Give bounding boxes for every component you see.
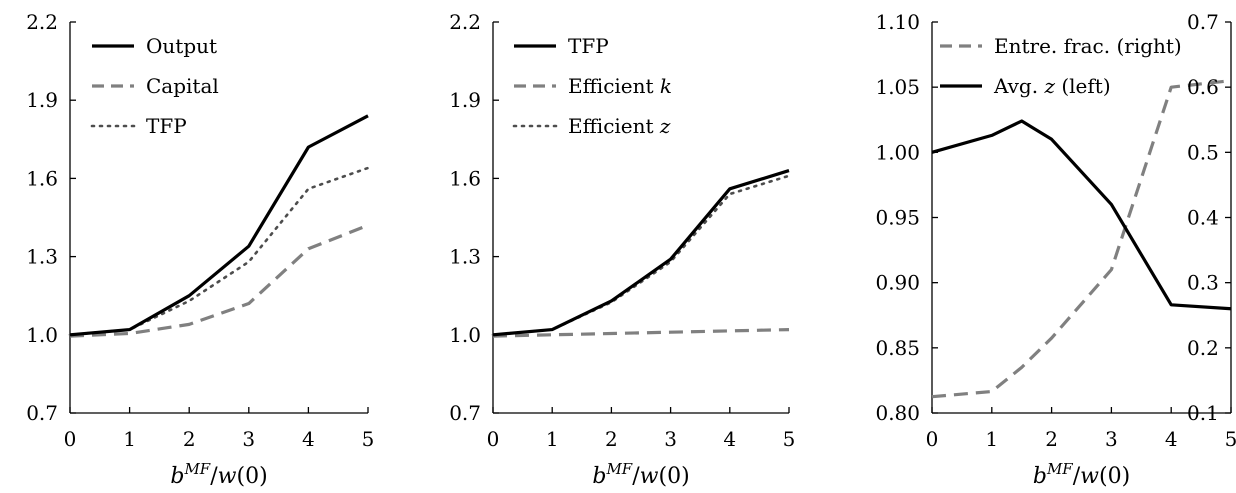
x-tick-label: 0	[926, 427, 939, 451]
legend-label: Efficient k	[568, 74, 672, 98]
x-tick-label: 4	[302, 427, 315, 451]
x-tick-label: 2	[605, 427, 618, 451]
legend-label: Efficient z	[568, 114, 671, 138]
left-y-tick-label: 0.7	[449, 401, 481, 425]
series-line-tfp	[68, 166, 370, 337]
legend-label: Avg. z (left)	[993, 74, 1111, 98]
series-line-avg-z-left	[931, 119, 1232, 311]
right-y-tick-label: 0.7	[1187, 10, 1219, 34]
left-y-tick-label: 1.9	[26, 88, 58, 112]
left-y-tick-label: 0.90	[875, 271, 920, 295]
left-y-tick-label: 1.3	[449, 245, 481, 269]
x-axis-label: bMF/w(0)	[170, 460, 267, 489]
series-line-entre-frac-right	[931, 79, 1232, 399]
left-y-tick-label: 1.05	[875, 75, 920, 99]
x-tick-label: 0	[64, 427, 77, 451]
legend-label: Entre. frac. (right)	[994, 34, 1182, 58]
x-tick-label: 5	[783, 427, 796, 451]
left-y-tick-label: 1.9	[449, 88, 481, 112]
x-tick-label: 1	[985, 427, 998, 451]
left-y-tick-label: 1.0	[26, 323, 58, 347]
x-tick-label: 4	[723, 427, 736, 451]
series-line-output	[69, 114, 369, 337]
right-y-tick-label: 0.4	[1187, 206, 1219, 230]
series-line-capital	[69, 223, 369, 338]
x-tick-label: 2	[1045, 427, 1058, 451]
x-tick-label: 3	[242, 427, 255, 451]
left-y-tick-label: 0.95	[875, 206, 920, 230]
right-y-tick-label: 0.1	[1187, 401, 1219, 425]
x-axis-label: bMF/w(0)	[1033, 460, 1130, 489]
chart-panel-3: 0.80 0.85 0.90 0.95 1.00 1.05 1.10 0 1 2 3 4 5 bMF/w(…	[875, 10, 1236, 489]
series-line-efficient-z	[491, 174, 791, 337]
legend-label: Output	[146, 34, 217, 58]
x-tick-label: 1	[123, 427, 136, 451]
x-tick-label: 5	[1225, 427, 1236, 451]
right-y-tick-label: 0.2	[1187, 336, 1219, 360]
left-y-tick-label: 0.80	[875, 401, 920, 425]
left-y-tick-label: 0.7	[26, 401, 58, 425]
series-line-tfp	[492, 169, 790, 337]
chart-panel-1: 0.7 1.0 1.3 1.6 1.9 2.2 0 1 2 3 4 5 bMF/w(0) Output Ca…	[26, 10, 374, 489]
right-y-tick-label: 0.5	[1187, 140, 1219, 164]
x-tick-label: 2	[183, 427, 196, 451]
right-y-tick-label: 0.3	[1187, 271, 1219, 295]
x-tick-label: 3	[664, 427, 677, 451]
x-tick-label: 3	[1105, 427, 1118, 451]
left-y-tick-label: 1.3	[26, 245, 58, 269]
legend-label: TFP	[568, 34, 609, 58]
right-y-tick-label: 0.6	[1187, 75, 1219, 99]
left-y-tick-label: 1.00	[875, 140, 920, 164]
left-y-tick-label: 1.6	[449, 166, 481, 190]
left-y-tick-label: 1.6	[26, 166, 58, 190]
x-axis-label: bMF/w(0)	[592, 460, 689, 489]
left-y-tick-label: 1.0	[449, 323, 481, 347]
left-y-tick-label: 0.85	[875, 336, 920, 360]
left-y-tick-label: 1.10	[875, 10, 920, 34]
chart-panel-2: 0.7 1.0 1.3 1.6 1.9 2.2 0 1 2 3 4 5 bMF/w(0) TFP Effic…	[449, 10, 795, 489]
left-y-tick-label: 2.2	[26, 10, 58, 34]
x-tick-label: 5	[362, 427, 375, 451]
x-tick-label: 0	[487, 427, 500, 451]
legend-label: Capital	[146, 74, 219, 98]
x-tick-label: 4	[1165, 427, 1178, 451]
series-line-efficient-k	[492, 327, 790, 338]
left-y-tick-label: 2.2	[449, 10, 481, 34]
x-tick-label: 1	[546, 427, 559, 451]
legend-label: TFP	[146, 114, 187, 138]
